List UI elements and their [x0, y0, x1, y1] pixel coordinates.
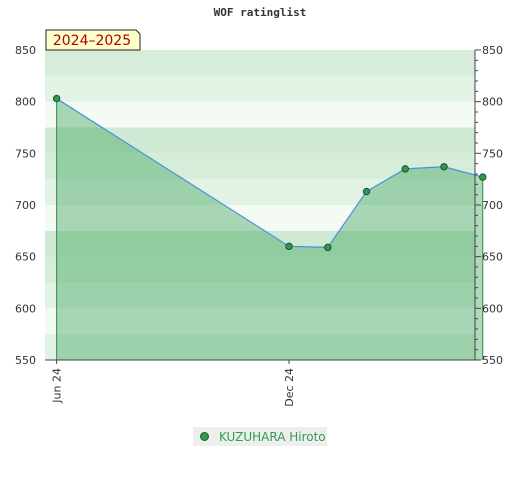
background-band: [45, 127, 475, 154]
legend: KUZUHARA Hiroto: [193, 427, 327, 446]
y-tick-label-left: 750: [15, 147, 36, 160]
background-band: [45, 205, 475, 231]
axes: 550 550 600 600 650 650 700 700 750 750 800 800 850 8…: [15, 44, 503, 407]
y-tick-label-right: 850: [482, 44, 503, 57]
data-point: [479, 173, 487, 181]
y-tick-label-right: 750: [482, 147, 503, 160]
data-points: [52, 94, 487, 252]
series-area: [56, 98, 483, 361]
x-tick-label: Jun 24: [51, 368, 64, 404]
data-point: [362, 187, 371, 196]
y-tick-label-left: 850: [15, 44, 36, 57]
x-tick-label: Dec 24: [283, 368, 296, 407]
data-point: [285, 242, 293, 251]
chart-title: WOF ratinglist: [214, 6, 307, 19]
y-tick-label-left: 650: [15, 251, 36, 264]
data-point: [324, 243, 332, 252]
data-point: [401, 165, 409, 173]
data-point: [440, 163, 448, 171]
background-bands: [45, 50, 475, 360]
background-band: [45, 101, 475, 128]
y-tick-label-left: 600: [15, 302, 36, 315]
period-badge: 2024–2025: [45, 29, 141, 51]
background-band: [45, 334, 475, 360]
y-tick-label-right: 650: [482, 251, 503, 264]
background-band: [45, 282, 475, 309]
background-band: [45, 50, 475, 76]
background-band: [45, 230, 475, 257]
background-band: [45, 179, 475, 205]
data-point: [52, 94, 61, 103]
y-tick-label-left: 700: [15, 199, 36, 212]
period-badge-label: 2024–2025: [53, 33, 131, 49]
legend-marker-icon: [200, 432, 209, 441]
legend-series-name: KUZUHARA Hiroto: [219, 429, 326, 444]
y-tick-label-right: 600: [482, 302, 503, 315]
y-tick-label-left: 800: [15, 96, 36, 109]
background-band: [45, 308, 475, 335]
y-tick-label-right: 700: [482, 199, 503, 212]
y-tick-label-right: 550: [482, 354, 503, 367]
y-tick-label-right: 800: [482, 96, 503, 109]
background-band: [45, 75, 475, 102]
background-band: [45, 256, 475, 283]
y-tick-label-left: 550: [15, 354, 36, 367]
